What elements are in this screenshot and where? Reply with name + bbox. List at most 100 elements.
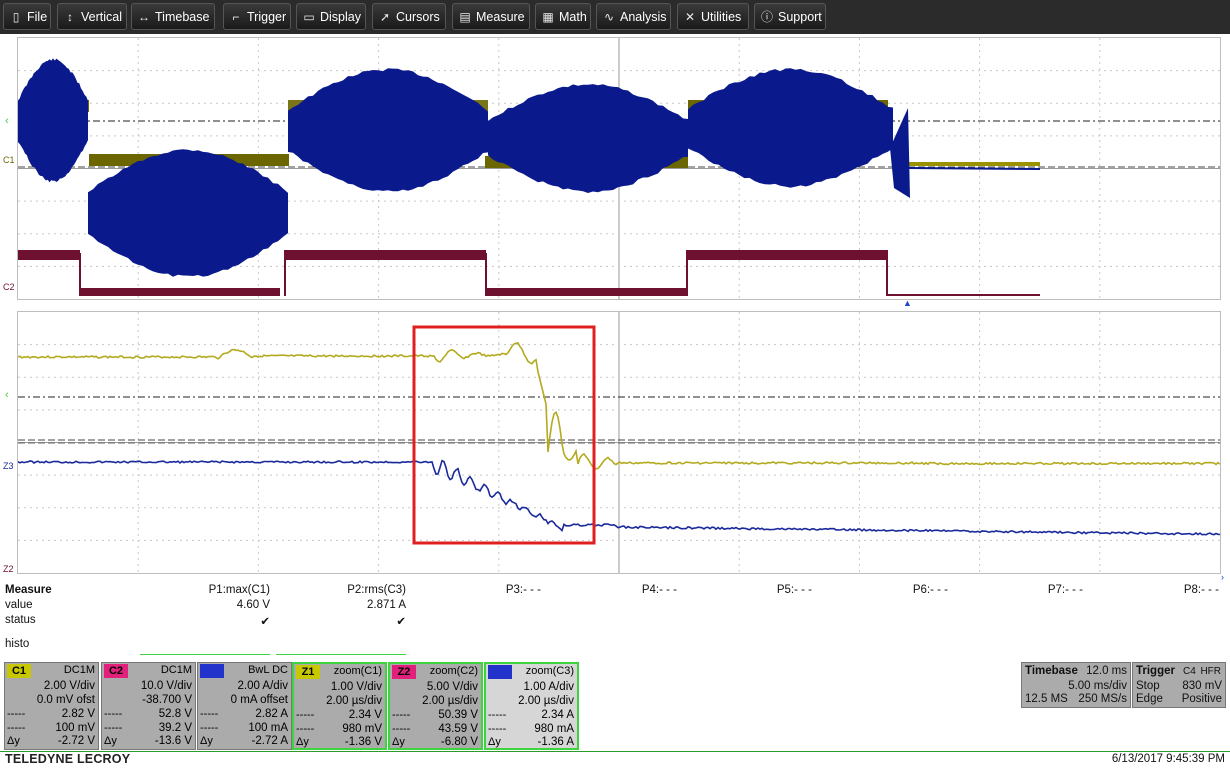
measure-p5-name[interactable]: P5:- - - xyxy=(776,584,812,596)
zoom-z2-descriptor[interactable]: Z2 zoom(C2) 5.00 V/div 2.00 µs/div -----… xyxy=(388,662,483,750)
channel-c2-descriptor[interactable]: C2 DC1M 10.0 V/div -38.700 V ----- 52.8 … xyxy=(101,662,196,750)
measure-row-value-label: value xyxy=(5,599,33,611)
zoom-right-arrow-icon: › xyxy=(1221,572,1224,582)
trigger-descriptor[interactable]: Trigger C4 HFR Stop 830 mV Edge Positive xyxy=(1132,662,1226,708)
zoom-z1-vdiv: 1.00 V/div xyxy=(330,681,382,693)
menu-bar: ▯ File ↕ Vertical ↔ Timebase ⌐ Trigger ▭ Disp… xyxy=(0,0,1230,34)
menu-file-button[interactable]: ▯ File xyxy=(3,3,51,30)
measure-p1-status-check-icon: ✔ xyxy=(260,616,270,628)
channel-c1-descriptor[interactable]: C1 DC1M 2.00 V/div 0.0 mV ofst ----- 2.8… xyxy=(4,662,99,750)
timebase-samples: 12.5 MS xyxy=(1025,693,1068,705)
channel-c2-cursor2: 39.2 V xyxy=(158,722,192,734)
trigger-slope: Positive xyxy=(1181,693,1222,705)
measure-p4-name[interactable]: P4:- - - xyxy=(641,584,677,596)
cursor-key-delta: Δy xyxy=(104,735,117,747)
cursor-key-2: ----- xyxy=(200,722,219,734)
info-icon: ⓘ xyxy=(760,10,773,24)
histo-divider-1 xyxy=(140,654,270,655)
trigger-state: Stop xyxy=(1136,680,1160,692)
cursor-key-delta: Δy xyxy=(200,735,213,747)
menu-support-button[interactable]: ⓘ Support xyxy=(754,3,826,30)
menu-utilities-button[interactable]: ✕ Utilities xyxy=(677,3,749,30)
menu-vertical-button[interactable]: ↕ Vertical xyxy=(57,3,127,30)
c3-waveform-burst xyxy=(18,58,88,183)
trigger-icon: ⌐ xyxy=(232,10,240,24)
z2-ground-marker: Z2 xyxy=(3,564,14,574)
channel-c3-adiv: 2.00 A/div xyxy=(237,680,288,692)
cursor-icon: ➚ xyxy=(379,10,391,24)
cursor-key-1: ----- xyxy=(392,709,411,721)
zoom-z1-cursor2: 980 mV xyxy=(342,723,382,735)
menu-timebase-button[interactable]: ↔ Timebase xyxy=(131,3,215,30)
zoom-z1-descriptor[interactable]: Z1 zoom(C1) 1.00 V/div 2.00 µs/div -----… xyxy=(292,662,387,750)
channel-c1-vdiv: 2.00 V/div xyxy=(43,680,95,692)
file-icon: ▯ xyxy=(12,10,20,24)
zoom-z3-cursor2: 980 mA xyxy=(534,723,574,735)
cursor-key-1: ----- xyxy=(7,708,26,720)
cursor-key-1: ----- xyxy=(104,708,123,720)
zoom-z3-source: zoom(C3) xyxy=(525,665,574,677)
menu-trigger-button[interactable]: ⌐ Trigger xyxy=(223,3,291,30)
menu-analysis-button[interactable]: ∿ Analysis xyxy=(596,3,671,30)
top-waveform-grid[interactable] xyxy=(17,37,1221,300)
channel-c3-cursor2: 100 mA xyxy=(248,722,288,734)
vertical-arrows-icon: ↕ xyxy=(67,10,73,24)
channel-c3-tag xyxy=(200,664,224,678)
cursor-key-delta: Δy xyxy=(7,735,20,747)
z1-zoom-waveform xyxy=(18,342,1220,470)
zoom-z2-source: zoom(C2) xyxy=(429,665,478,677)
highlight-rectangle xyxy=(412,325,596,545)
cursor-key-1: ----- xyxy=(296,709,315,721)
measure-title: Measure xyxy=(5,584,52,596)
trigger-label: Trigger xyxy=(1136,665,1175,677)
measure-p1-value: 4.60 V xyxy=(236,599,270,611)
c2-waveform-band xyxy=(686,250,888,260)
teledyne-lecroy-logo: TELEDYNE LECROY xyxy=(5,752,131,766)
timebase-rate: 250 MS/s xyxy=(1078,693,1127,705)
c3-waveform-burst xyxy=(688,68,893,188)
measure-p8-name[interactable]: P8:- - - xyxy=(1183,584,1219,596)
timebase-delay: 12.0 ms xyxy=(1086,665,1127,677)
zoom-z3-tag xyxy=(488,665,512,679)
footer-datetime: 6/13/2017 9:45:39 PM xyxy=(1111,753,1225,765)
zoom-z1-tag: Z1 xyxy=(296,665,320,679)
measure-p3-name[interactable]: P3:- - - xyxy=(505,584,541,596)
channel-c2-coupling: DC1M xyxy=(160,664,192,676)
display-icon: ▭ xyxy=(303,10,315,24)
measure-p2-name[interactable]: P2:rms(C3) xyxy=(347,584,406,596)
menu-display-button[interactable]: ▭ Display xyxy=(296,3,366,30)
zoom-z2-cursor2: 43.59 V xyxy=(438,723,478,735)
zoom-z2-tdiv: 2.00 µs/div xyxy=(422,695,478,707)
timebase-descriptor[interactable]: Timebase 12.0 ms 5.00 ms/div 12.5 MS 250… xyxy=(1021,662,1131,708)
channel-c2-tag: C2 xyxy=(104,664,128,678)
channel-c2-cursor1: 52.8 V xyxy=(158,708,192,720)
z3-zoom-waveform xyxy=(18,459,1220,536)
c3-waveform-burst xyxy=(88,149,288,277)
cursor-key-delta: Δy xyxy=(392,736,405,748)
measure-row-status-label: status xyxy=(5,614,36,626)
zoom-z2-delta: -6.80 V xyxy=(440,736,478,748)
trigger-mode: HFR xyxy=(1200,666,1221,677)
measure-p6-name[interactable]: P6:- - - xyxy=(912,584,948,596)
zoom-z3-descriptor[interactable]: zoom(C3) 1.00 A/div 2.00 µs/div ----- 2.… xyxy=(484,662,579,750)
menu-math-button[interactable]: ▦ Math xyxy=(535,3,591,30)
zoom-z2-cursor1: 50.39 V xyxy=(438,709,478,721)
measure-p1-name[interactable]: P1:max(C1) xyxy=(208,584,270,596)
c3-waveform-burst xyxy=(288,68,488,192)
menu-measure-button[interactable]: ▤ Measure xyxy=(452,3,530,30)
c1-ground-marker: C1 xyxy=(3,155,15,165)
c2-ground-marker: C2 xyxy=(3,282,15,292)
channel-c1-coupling: DC1M xyxy=(63,664,95,676)
zoom-waveform-grid[interactable] xyxy=(17,311,1221,574)
channel-c3-descriptor[interactable]: BwL DC 2.00 A/div 0 mA offset ----- 2.82… xyxy=(197,662,292,750)
c1-waveform-tail xyxy=(904,162,1040,166)
zoom-z2-tag: Z2 xyxy=(392,665,416,679)
menu-cursors-button[interactable]: ➚ Cursors xyxy=(372,3,446,30)
measure-p2-status-check-icon: ✔ xyxy=(396,616,406,628)
measure-row-histo-label: histo xyxy=(5,638,30,650)
c2-waveform-band xyxy=(80,288,280,296)
cursor-key-1: ----- xyxy=(200,708,219,720)
c2-waveform-band xyxy=(18,250,80,260)
measure-p7-name[interactable]: P7:- - - xyxy=(1047,584,1083,596)
zoom-z1-delta: -1.36 V xyxy=(344,736,382,748)
